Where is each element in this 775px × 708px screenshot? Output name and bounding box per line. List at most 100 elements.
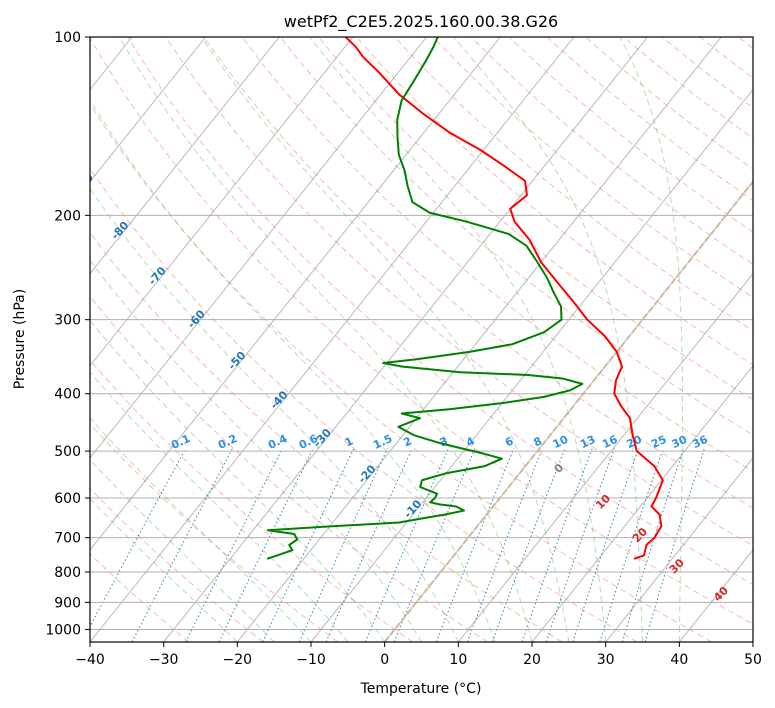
moist-adiabat-label: 20 xyxy=(630,525,650,545)
dry-adiabat xyxy=(90,102,712,642)
dry-adiabat xyxy=(90,295,488,642)
temperature-profile xyxy=(344,37,664,560)
x-tick-label: −30 xyxy=(149,652,179,668)
isotherm xyxy=(90,37,428,459)
x-tick-label: 30 xyxy=(597,652,615,668)
dry-adiabat xyxy=(90,423,339,642)
isotherm xyxy=(90,37,575,642)
dry-adiabat xyxy=(90,553,190,642)
x-tick-label: −10 xyxy=(296,652,326,668)
mixing-ratio-label: 30 xyxy=(670,433,690,451)
moist-adiabat xyxy=(90,498,238,642)
moist-adiabat xyxy=(201,37,570,642)
isotherm-label: -80 xyxy=(109,219,132,243)
moist-adiabat-label: 40 xyxy=(711,584,731,604)
x-tick-label: −20 xyxy=(223,652,253,668)
moist-adiabat xyxy=(619,37,683,642)
mixing-ratio-line xyxy=(572,448,640,642)
y-tick-label: 100 xyxy=(54,30,81,46)
background-lines xyxy=(90,37,753,642)
isotherm xyxy=(90,37,501,551)
moist-adiabat xyxy=(90,259,422,642)
isotherm xyxy=(90,37,280,275)
x-axis-ticks: −40 −30 −20 −10 0 10 20 30 40 50 xyxy=(75,642,762,668)
dewpoint-profile xyxy=(266,37,584,560)
y-tick-label: 200 xyxy=(54,208,81,224)
isotherm-label: -100 xyxy=(37,117,65,146)
y-axis-label: Pressure (hPa) xyxy=(12,289,28,389)
isotherm xyxy=(531,364,753,642)
dry-adiabat xyxy=(547,37,753,201)
mixing-ratio-line xyxy=(521,448,593,642)
dry-adiabat xyxy=(737,37,753,50)
y-tick-label: 1000 xyxy=(45,622,81,638)
x-tick-label: 0 xyxy=(380,652,389,668)
dry-adiabat xyxy=(241,37,753,472)
dry-adiabat xyxy=(90,37,753,625)
dry-adiabat xyxy=(432,37,753,298)
mixing-ratio-line xyxy=(90,448,187,628)
y-tick-label: 900 xyxy=(54,595,81,611)
mixing-ratio-line xyxy=(262,448,355,642)
line-labels: -100-90-80-70-60-50-40-30-20-100.1 0.2 0.4… xyxy=(37,117,731,604)
x-tick-label: 50 xyxy=(744,652,762,668)
mixing-ratio-label: 25 xyxy=(649,433,668,451)
mixing-ratio-label: 6 xyxy=(503,434,516,449)
moist-adiabat xyxy=(90,98,496,642)
y-tick-label: 500 xyxy=(54,444,81,460)
y-tick-label: 300 xyxy=(54,313,81,329)
dry-adiabat xyxy=(90,231,563,642)
mixing-ratio-label: 13 xyxy=(578,433,597,451)
y-tick-label: 700 xyxy=(54,531,81,547)
mixing-ratio-line xyxy=(131,448,233,642)
mixing-ratio-label: 36 xyxy=(690,433,710,451)
y-tick-label: 600 xyxy=(54,491,81,507)
isotherm xyxy=(90,37,354,367)
mixing-ratio-line xyxy=(467,448,543,642)
mixing-ratio-line xyxy=(491,448,566,642)
dry-adiabat xyxy=(318,37,753,401)
isotherm-label: -70 xyxy=(146,264,169,288)
plot-frame xyxy=(89,36,754,643)
y-tick-label: 800 xyxy=(54,565,81,581)
isotherm-label: -90 xyxy=(73,171,96,195)
mixing-ratio-label: 0.2 xyxy=(216,432,239,452)
isotherm xyxy=(605,457,753,642)
mixing-ratio-label: 0.1 xyxy=(169,432,192,452)
dry-adiabat xyxy=(394,37,753,332)
dry-adiabat xyxy=(90,167,638,642)
y-tick-label: 400 xyxy=(54,387,81,403)
moist-adiabat xyxy=(90,187,459,642)
moist-adiabat-label: 10 xyxy=(593,492,613,512)
isotherm xyxy=(310,88,753,642)
moist-adiabat xyxy=(90,371,349,642)
moist-adiabat xyxy=(90,459,275,642)
moist-adiabat xyxy=(118,37,533,642)
mixing-ratio-line xyxy=(185,448,283,642)
dry-adiabat xyxy=(470,37,753,266)
mixing-ratio-line xyxy=(435,448,515,642)
isotherm xyxy=(236,37,722,642)
x-tick-label: 10 xyxy=(449,652,467,668)
isotherm xyxy=(678,549,753,642)
isotherm-label: -50 xyxy=(226,349,249,373)
mixing-ratio-line xyxy=(621,448,685,642)
dry-adiabat xyxy=(90,487,264,642)
moist-adiabat-label: 30 xyxy=(667,556,687,576)
isotherm xyxy=(163,37,649,642)
mixing-ratio-line xyxy=(644,448,705,642)
dry-adiabat xyxy=(699,37,753,79)
mixing-ratio-label: 10 xyxy=(551,433,571,451)
isotherm xyxy=(457,272,753,642)
mixing-ratio-line xyxy=(218,448,314,642)
isotherm-label: -60 xyxy=(185,307,208,331)
moist-adiabat xyxy=(453,37,643,642)
y-axis-ticks: 100 200 300 400 500 600 700 800 900 1000 xyxy=(45,30,90,638)
x-tick-label: 40 xyxy=(670,652,688,668)
mixing-ratio-label: 1 xyxy=(343,434,355,449)
chart-title: wetPf2_C2E5.2025.160.00.38.G26 xyxy=(284,12,558,32)
mixing-ratio-line xyxy=(393,448,476,642)
dry-adiabat xyxy=(165,37,753,547)
mixing-ratio-label: 1.5 xyxy=(371,432,394,452)
mixing-ratio-line xyxy=(545,448,615,642)
